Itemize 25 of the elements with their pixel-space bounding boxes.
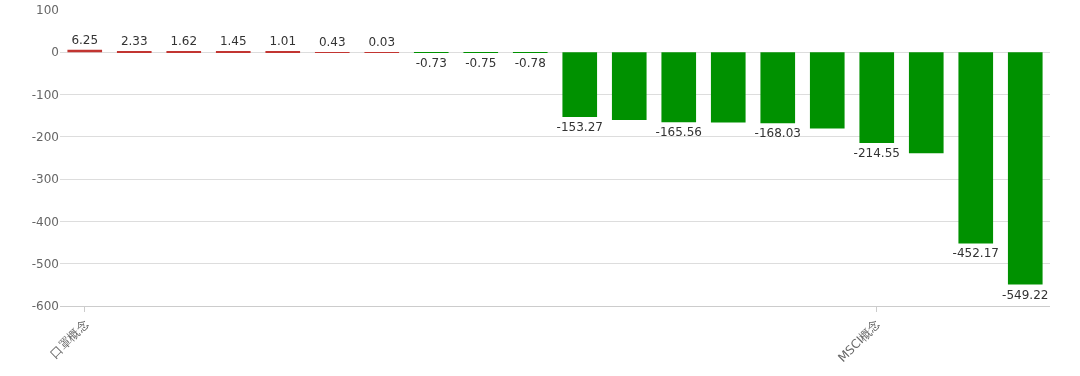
data-label: -0.78 xyxy=(514,56,546,70)
data-label: 0.43 xyxy=(318,35,346,49)
data-label: 1.62 xyxy=(170,34,198,48)
data-label: 1.01 xyxy=(269,34,297,48)
data-label: -168.03 xyxy=(754,126,801,141)
y-tick-label: -500 xyxy=(31,256,59,271)
data-label: 0.03 xyxy=(368,35,396,49)
data-label: -549.22 xyxy=(1002,287,1049,302)
y-tick-label: -600 xyxy=(31,299,59,314)
y-tick-label: -200 xyxy=(31,130,59,145)
data-label: -0.73 xyxy=(415,56,447,70)
y-tick-label: 100 xyxy=(36,3,59,18)
data-label: -0.75 xyxy=(465,56,497,70)
data-label: -165.56 xyxy=(655,125,702,140)
data-label: -214.55 xyxy=(853,146,900,161)
y-tick-label: -400 xyxy=(31,214,59,229)
data-label: 2.33 xyxy=(120,34,148,48)
y-tick-label: -100 xyxy=(31,87,59,102)
data-label: 6.25 xyxy=(71,32,99,47)
data-label: -153.27 xyxy=(556,120,603,135)
y-tick-label: -300 xyxy=(31,172,59,187)
data-label: -452.17 xyxy=(952,246,999,261)
x-tick-label: 口罩概念 xyxy=(47,316,92,361)
y-tick-label: 0 xyxy=(51,45,59,60)
data-label: 1.45 xyxy=(219,34,247,48)
